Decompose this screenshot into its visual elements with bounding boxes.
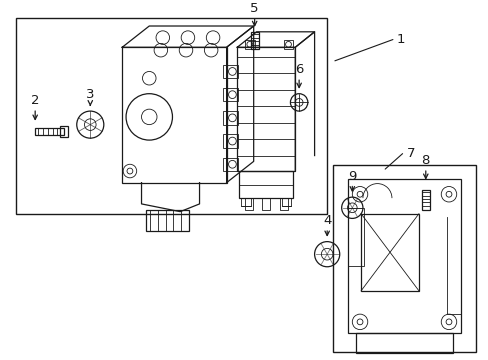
Text: 9: 9	[347, 170, 356, 183]
Bar	[223, 134, 238, 148]
Text: 2: 2	[31, 94, 40, 107]
Bar	[35, 127, 64, 135]
Bar	[244, 40, 254, 49]
Bar	[262, 198, 269, 210]
Bar	[241, 198, 250, 206]
Bar	[244, 198, 252, 210]
Text: 4: 4	[322, 214, 331, 227]
Bar	[348, 179, 460, 333]
Text: 1: 1	[396, 33, 405, 46]
Text: 8: 8	[421, 154, 429, 167]
Bar	[239, 171, 293, 198]
Bar	[237, 47, 295, 171]
Bar	[279, 198, 287, 210]
Bar	[16, 18, 326, 213]
Bar	[421, 190, 429, 210]
Bar	[250, 32, 258, 49]
Bar	[355, 333, 452, 353]
Bar	[60, 126, 68, 137]
Bar	[348, 208, 363, 266]
Bar	[146, 210, 188, 231]
Text: 7: 7	[406, 147, 414, 160]
Bar	[281, 198, 291, 206]
Text: 5: 5	[250, 3, 258, 15]
Bar	[223, 65, 238, 78]
Bar	[122, 47, 226, 183]
Bar	[332, 165, 475, 352]
Bar	[283, 40, 293, 49]
Bar	[223, 111, 238, 125]
Bar	[223, 158, 238, 171]
Bar	[223, 88, 238, 102]
Text: 6: 6	[294, 63, 303, 76]
Bar	[360, 213, 418, 291]
Text: 3: 3	[86, 89, 94, 102]
